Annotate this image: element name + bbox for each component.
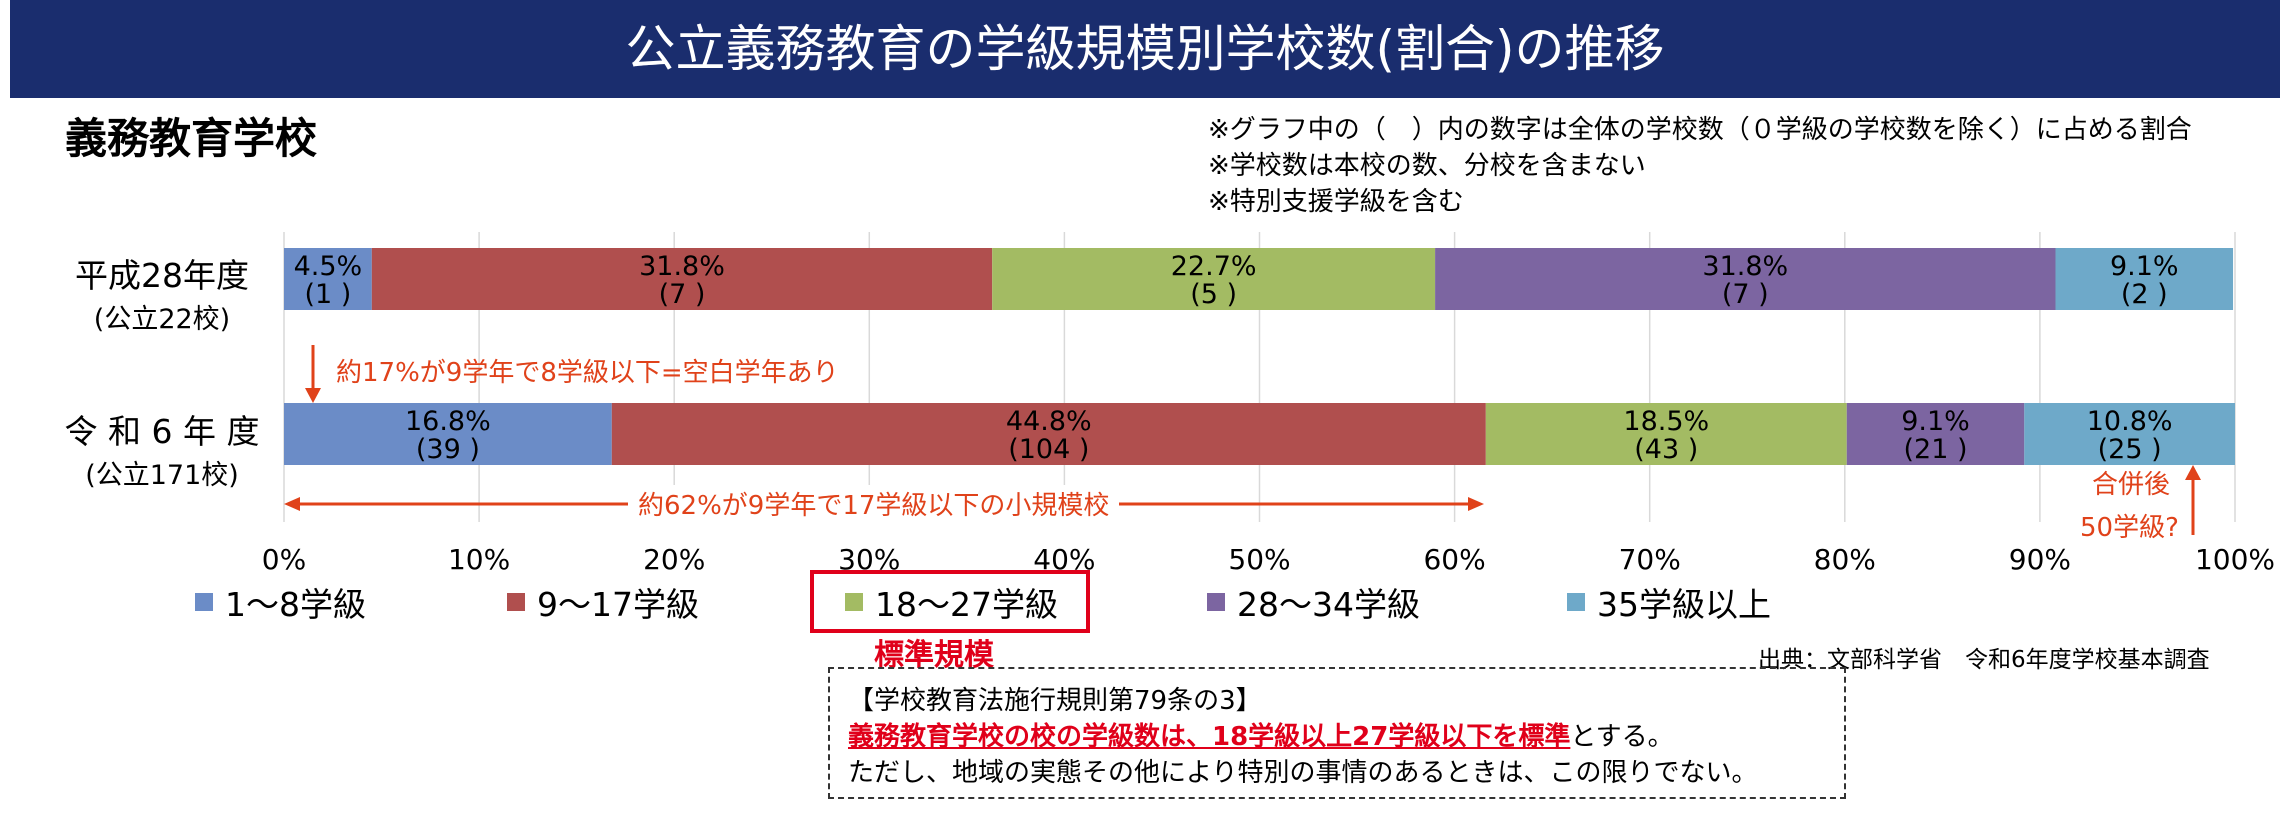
bar-percent-label: 9.1% [1901,406,1970,437]
note-1: ※グラフ中の（ ）内の数字は全体の学校数（０学級の学校数を除く）に占める割合 [1208,115,2192,145]
bar-count-label: (43 ) [1634,434,1698,465]
page-header: 公立義務教育の学級規模別学校数(割合)の推移 [10,0,2280,98]
bar-count-label: (25 ) [2098,434,2162,465]
legend-swatch-9-17 [507,593,525,611]
bar-segment [1846,403,2025,465]
legend-label-35plus: 35学級以上 [1597,585,1771,624]
regulation-line-3: ただし、地域の実態その他により特別の事情のあるときは、この限りでない。 [848,758,1758,788]
chart-legend: 1～8学級 9～17学級 18～27学級 28～34学級 35学級以上 [195,578,1895,628]
row-label-h28-sub: (公立22校) [93,304,231,335]
chart-notes: ※グラフ中の（ ）内の数字は全体の学校数（０学級の学校数を除く）に占める割合 ※… [1208,112,2192,220]
legend-item-35plus: 35学級以上 [1567,578,1771,626]
bar-percent-label: 31.8% [1702,251,1788,282]
bar-percent-label: 4.5% [294,251,363,282]
legend-label-1-8: 1～8学級 [225,585,366,624]
annotation-arrowhead-right [1468,497,1484,511]
page-title: 公立義務教育の学級規模別学校数(割合)の推移 [625,20,1665,78]
note-2: ※学校数は本校の数、分校を含まない [1208,151,1646,181]
annotation-merge-2: 50学級? [2080,513,2179,543]
bar-count-label: (1 ) [304,279,351,310]
bar-count-label: (21 ) [1904,434,1968,465]
annotation-merge-1: 合併後 [2092,470,2171,500]
x-tick-label: 90% [2009,543,2071,576]
legend-swatch-18-27 [845,593,863,611]
x-tick-label: 50% [1228,543,1290,576]
annotation-arrowhead-down [305,388,321,403]
bar-segment [611,403,1486,465]
annotation-blank-grade: 約17%が9学年で8学級以下=空白学年あり [336,358,839,388]
x-tick-label: 10% [448,543,510,576]
legend-label-28-34: 28～34学級 [1237,585,1420,624]
x-tick-label: 60% [1423,543,1485,576]
x-tick-label: 70% [1619,543,1681,576]
row-label-h28: 平成28年度 (公立22校) [62,254,262,342]
section-title: 義務教育学校 [65,114,318,163]
note-3: ※特別支援学級を含む [1208,187,1464,217]
x-tick-label: 0% [262,543,306,576]
bar-percent-label: 22.7% [1171,251,1257,282]
bar-segment [284,403,612,465]
bar-percent-label: 18.5% [1623,406,1709,437]
row-label-h28-main: 平成28年度 [75,256,249,295]
bar-count-label: (5 ) [1190,279,1237,310]
regulation-heading: 【学校教育法施行規則第79条の3】 [848,686,1262,716]
bar-segment [371,248,993,310]
legend-label-18-27: 18～27学級 [875,585,1058,624]
bar-percent-label: 16.8% [405,406,491,437]
bar-count-label: (39 ) [416,434,480,465]
bar-percent-label: 9.1% [2110,251,2179,282]
row-label-r6-main: 令 和 6 年 度 [64,412,260,451]
bar-segment [1435,248,2056,310]
legend-item-9-17: 9～17学級 [507,578,699,626]
legend-item-18-27: 18～27学級 [845,578,1058,626]
legend-swatch-1-8 [195,593,213,611]
row-label-r6: 令 和 6 年 度 (公立171校) [62,410,262,498]
regulation-line-2: 義務教育学校の校の学級数は、18学級以上27学級以下を標準とする。 [848,719,1824,755]
bar-segment [1485,403,1847,465]
bar-count-label: (2 ) [2121,279,2168,310]
legend-swatch-35plus [1567,593,1585,611]
bar-percent-label: 44.8% [1006,406,1092,437]
regulation-box: 【学校教育法施行規則第79条の3】 義務教育学校の校の学級数は、18学級以上27… [828,667,1846,799]
legend-swatch-28-34 [1207,593,1225,611]
legend-label-9-17: 9～17学級 [537,585,699,624]
bar-count-label: (7 ) [1722,279,1769,310]
annotation-arrowhead-up [2185,465,2201,480]
bar-count-label: (7 ) [659,279,706,310]
annotation-small-scale: 約62%が9学年で17学級以下の小規模校 [628,485,1120,522]
bar-segment [992,248,1436,310]
bar-percent-label: 10.8% [2087,406,2173,437]
bar-percent-label: 31.8% [639,251,725,282]
legend-item-1-8: 1～8学級 [195,578,366,626]
regulation-standard-text: 義務教育学校の校の学級数は、18学級以上27学級以下を標準 [848,722,1571,752]
regulation-line-2-rest: とする。 [1570,722,1674,752]
row-label-r6-sub: (公立171校) [85,460,239,491]
bar-segment [284,248,372,310]
legend-item-28-34: 28～34学級 [1207,578,1420,626]
standard-scale-highlight [810,570,1090,633]
annotation-arrowhead-left [284,497,300,511]
bar-segment [2024,403,2235,465]
x-tick-label: 80% [1814,543,1876,576]
bar-count-label: (104 ) [1008,434,1089,465]
bar-segment [2055,248,2234,310]
x-tick-label: 20% [643,543,705,576]
x-tick-label: 100% [2195,543,2275,576]
